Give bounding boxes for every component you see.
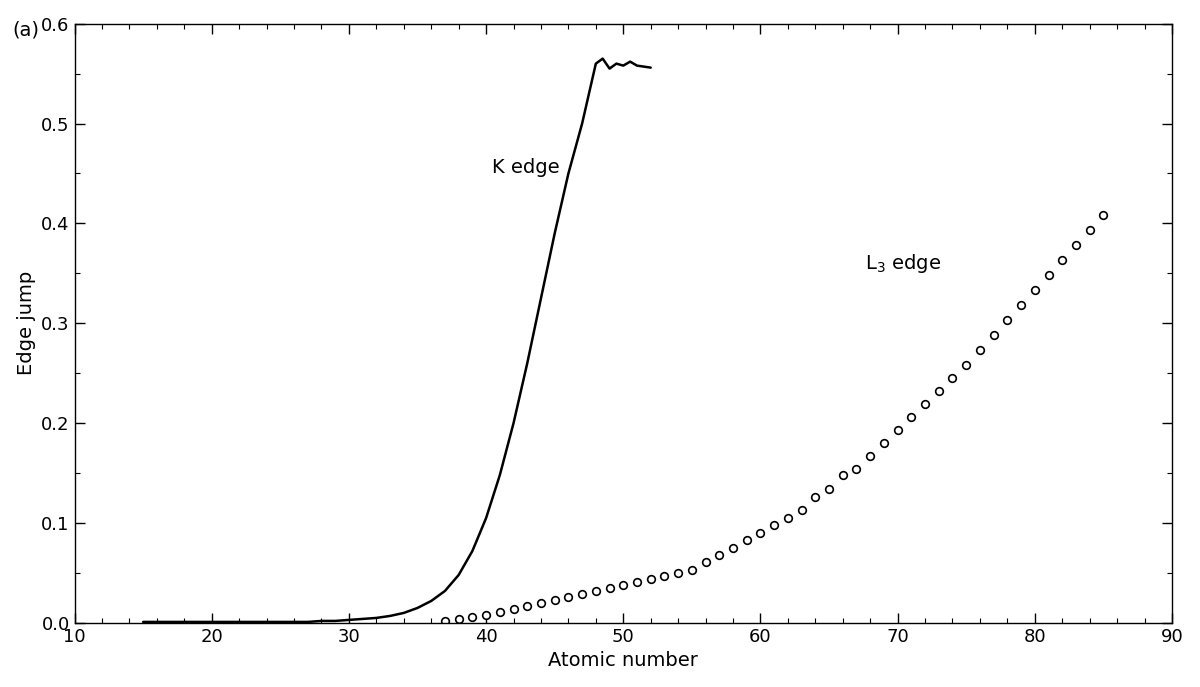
Y-axis label: Edge jump: Edge jump	[17, 271, 36, 375]
Text: L$_3$ edge: L$_3$ edge	[865, 252, 941, 275]
X-axis label: Atomic number: Atomic number	[548, 651, 698, 671]
Text: K edge: K edge	[492, 158, 559, 177]
Text: (a): (a)	[12, 21, 38, 40]
